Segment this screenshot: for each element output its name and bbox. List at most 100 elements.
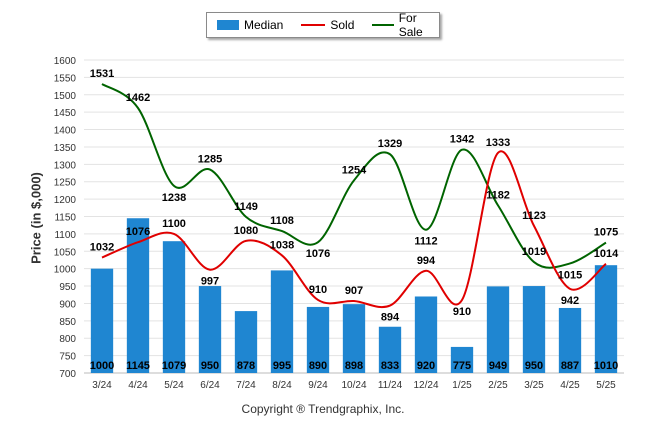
x-tick-label: 5/24 [164,380,184,391]
median-bar [414,296,438,373]
y-tick-label: 1600 [54,56,77,67]
y-tick-label: 1500 [54,91,77,102]
legend-item-sold[interactable]: Sold [301,18,354,32]
median-bar [522,286,546,373]
median-value-label: 950 [525,360,543,372]
for-sale-value-label: 1254 [342,164,367,176]
y-tick-label: 1350 [54,143,77,154]
legend-item-for-sale[interactable]: For Sale [372,11,439,39]
legend-item-median[interactable]: Median [217,18,283,32]
x-tick-label: 1/25 [452,380,472,391]
for-sale-value-label: 1075 [594,227,618,239]
median-bar [558,307,582,373]
y-tick-label: 950 [59,282,76,293]
median-bar [378,326,402,373]
x-tick-label: 10/24 [341,380,366,391]
x-axis-ticks: 3/24 4/24 5/24 6/24 7/24 8/24 9/24 10/24 11/24 12… [92,380,616,391]
median-bar [90,268,114,373]
y-tick-label: 1450 [54,108,77,119]
median-value-label: 833 [381,360,399,372]
median-value-label: 1000 [90,360,114,372]
median-value-label: 898 [345,360,363,372]
median-bar [198,286,222,373]
sold-value-label: 910 [453,306,471,318]
sold-value-label: 1100 [162,218,186,230]
median-bars [90,218,618,373]
x-tick-label: 3/25 [524,380,544,391]
x-tick-label: 4/24 [128,380,148,391]
sold-value-label: 1080 [234,225,258,237]
x-tick-label: 11/24 [378,380,403,391]
for-sale-value-label: 1076 [306,248,330,260]
sold-swatch [301,24,326,26]
for-sale-swatch [372,24,394,26]
sold-value-label: 942 [561,295,579,307]
x-tick-label: 6/24 [200,380,220,391]
median-value-label: 1079 [162,360,186,372]
median-value-label: 950 [201,360,219,372]
sold-value-label: 1014 [594,248,619,260]
y-tick-label: 800 [59,334,76,345]
x-tick-label: 4/25 [560,380,580,391]
y-tick-label: 1250 [54,178,77,189]
y-tick-label: 1150 [54,213,76,224]
median-bar [126,218,150,373]
for-sale-value-label: 1108 [270,215,294,227]
x-tick-label: 5/25 [596,380,616,391]
y-axis-ticks: 700 750 800 850 900 950 1000 1050 1100 1150 1200 12… [54,56,77,380]
x-tick-label: 9/24 [308,380,328,391]
y-tick-label: 700 [59,369,76,380]
legend: Median Sold For Sale [206,11,440,39]
sold-value-label: 907 [345,285,363,297]
for-sale-value-label: 1015 [558,269,582,281]
sold-value-label: 910 [309,284,327,296]
x-tick-label: 7/24 [236,380,256,391]
y-tick-label: 1400 [54,126,77,137]
sold-value-label: 1333 [486,137,510,149]
median-bar [234,311,258,373]
sold-line [101,150,607,309]
y-tick-label: 1100 [54,230,76,241]
median-value-label: 887 [561,360,579,372]
series-lines [101,83,607,309]
median-swatch [217,20,239,30]
median-value-label: 878 [237,360,255,372]
sold-value-label: 1032 [90,242,114,254]
median-bar [162,241,186,373]
median-value-label: 920 [417,360,435,372]
median-bar [486,286,510,373]
median-bar [306,306,330,373]
y-tick-label: 750 [59,352,76,363]
median-value-label: 1145 [126,360,150,372]
median-value-label: 949 [489,360,507,372]
x-tick-label: 8/24 [272,380,292,391]
sold-value-label: 894 [381,312,400,324]
median-bar [342,304,366,373]
legend-label-for-sale: For Sale [398,11,423,39]
median-bar [450,346,474,373]
y-tick-label: 1050 [54,247,77,258]
for-sale-value-label: 1329 [378,138,402,150]
y-tick-label: 1000 [54,265,77,276]
for-sale-line [101,83,607,269]
median-value-label: 1010 [594,360,618,372]
for-sale-value-label: 1182 [486,189,510,201]
for-sale-value-label: 1019 [522,246,546,258]
median-bar [270,270,294,373]
sold-value-label: 1123 [522,210,546,222]
for-sale-value-label: 1342 [450,134,474,146]
y-tick-label: 1300 [54,160,77,171]
sold-value-label: 1076 [126,226,150,238]
data-labels: 1000 1145 1079 950 878 995 890 898 833 920 775 949 9… [90,68,619,372]
for-sale-value-label: 1238 [162,192,186,204]
copyright-text: Copyright ® Trendgraphix, Inc. [241,402,405,416]
y-tick-label: 1550 [54,73,77,84]
median-value-label: 995 [273,360,291,372]
legend-label-sold: Sold [330,18,355,32]
y-tick-label: 850 [59,317,76,328]
median-value-label: 775 [453,360,471,372]
x-tick-label: 2/25 [488,380,508,391]
for-sale-value-label: 1112 [414,236,437,248]
sold-value-label: 997 [201,276,219,288]
